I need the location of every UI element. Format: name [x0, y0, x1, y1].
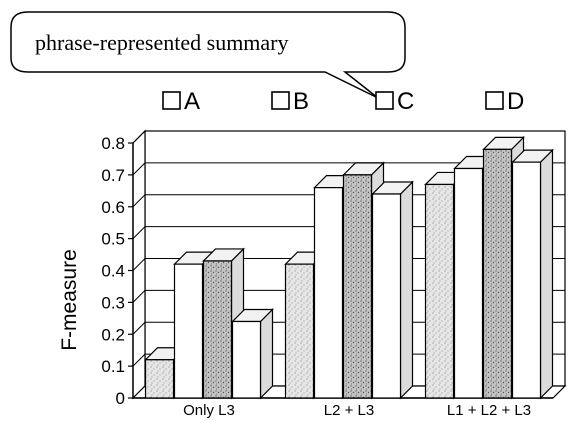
bar-side	[539, 148, 554, 400]
legend-swatch	[485, 91, 504, 110]
bar-front	[342, 174, 373, 399]
bar-front	[313, 187, 344, 399]
y-tick-label: 0.6	[101, 198, 125, 217]
legend: A B C D	[162, 88, 524, 115]
bar-front	[453, 167, 484, 399]
bar-side	[259, 308, 274, 400]
y-tick-label: 0.2	[101, 325, 125, 344]
bar-front	[424, 183, 455, 399]
legend-swatch	[162, 91, 181, 110]
bar-front	[173, 263, 204, 399]
bar-front	[511, 161, 542, 399]
legend-item: C	[375, 88, 414, 115]
bar	[231, 308, 274, 400]
callout-text: phrase-represented summary	[35, 30, 289, 55]
bar-front	[144, 359, 175, 399]
gridline-side	[132, 258, 146, 271]
y-tick-label: 0.4	[101, 262, 125, 281]
bar-front	[231, 320, 262, 399]
plot-area: 0 0.1 0.2 0.3 0.4 0.5 0.6 0.7 0.8 Only L3 L2 + L3 L…	[101, 129, 567, 419]
legend-swatch	[375, 91, 394, 110]
legend-item: D	[485, 88, 524, 115]
y-tick-label: 0	[116, 389, 125, 408]
bar-front	[371, 193, 402, 399]
y-tick-label: 0.7	[101, 166, 125, 185]
x-tick-label: Only L3	[183, 402, 235, 419]
callout: phrase-represented summary	[10, 11, 406, 99]
bar-front	[284, 263, 315, 399]
gridline-side	[132, 162, 146, 176]
gridline-side	[132, 321, 146, 335]
y-tick-label: 0.8	[101, 134, 125, 153]
legend-label: B	[293, 88, 309, 115]
gridline-side	[132, 353, 146, 367]
legend-label: A	[184, 88, 200, 115]
x-tick-label: L2 + L3	[324, 402, 374, 419]
bar-front	[202, 260, 233, 399]
y-tick-label: 0.1	[101, 357, 125, 376]
legend-item: B	[271, 88, 309, 115]
legend-item: A	[162, 88, 200, 115]
gridline-side	[132, 194, 146, 208]
y-tick-label: 0.3	[101, 293, 125, 312]
legend-label: C	[397, 88, 414, 115]
callout-bubble	[10, 11, 406, 99]
y-axis-label: F-measure	[58, 249, 81, 351]
bar-front	[482, 148, 513, 399]
gridline-side	[132, 226, 146, 239]
x-tick-label: L1 + L2 + L3	[447, 402, 531, 419]
legend-swatch	[271, 91, 290, 110]
bar	[371, 180, 414, 400]
bar-side	[399, 180, 414, 400]
gridline-side	[132, 290, 146, 303]
bar	[511, 148, 554, 400]
gridline-side	[132, 130, 146, 144]
legend-label: D	[507, 88, 524, 115]
y-tick-label: 0.5	[101, 230, 125, 249]
